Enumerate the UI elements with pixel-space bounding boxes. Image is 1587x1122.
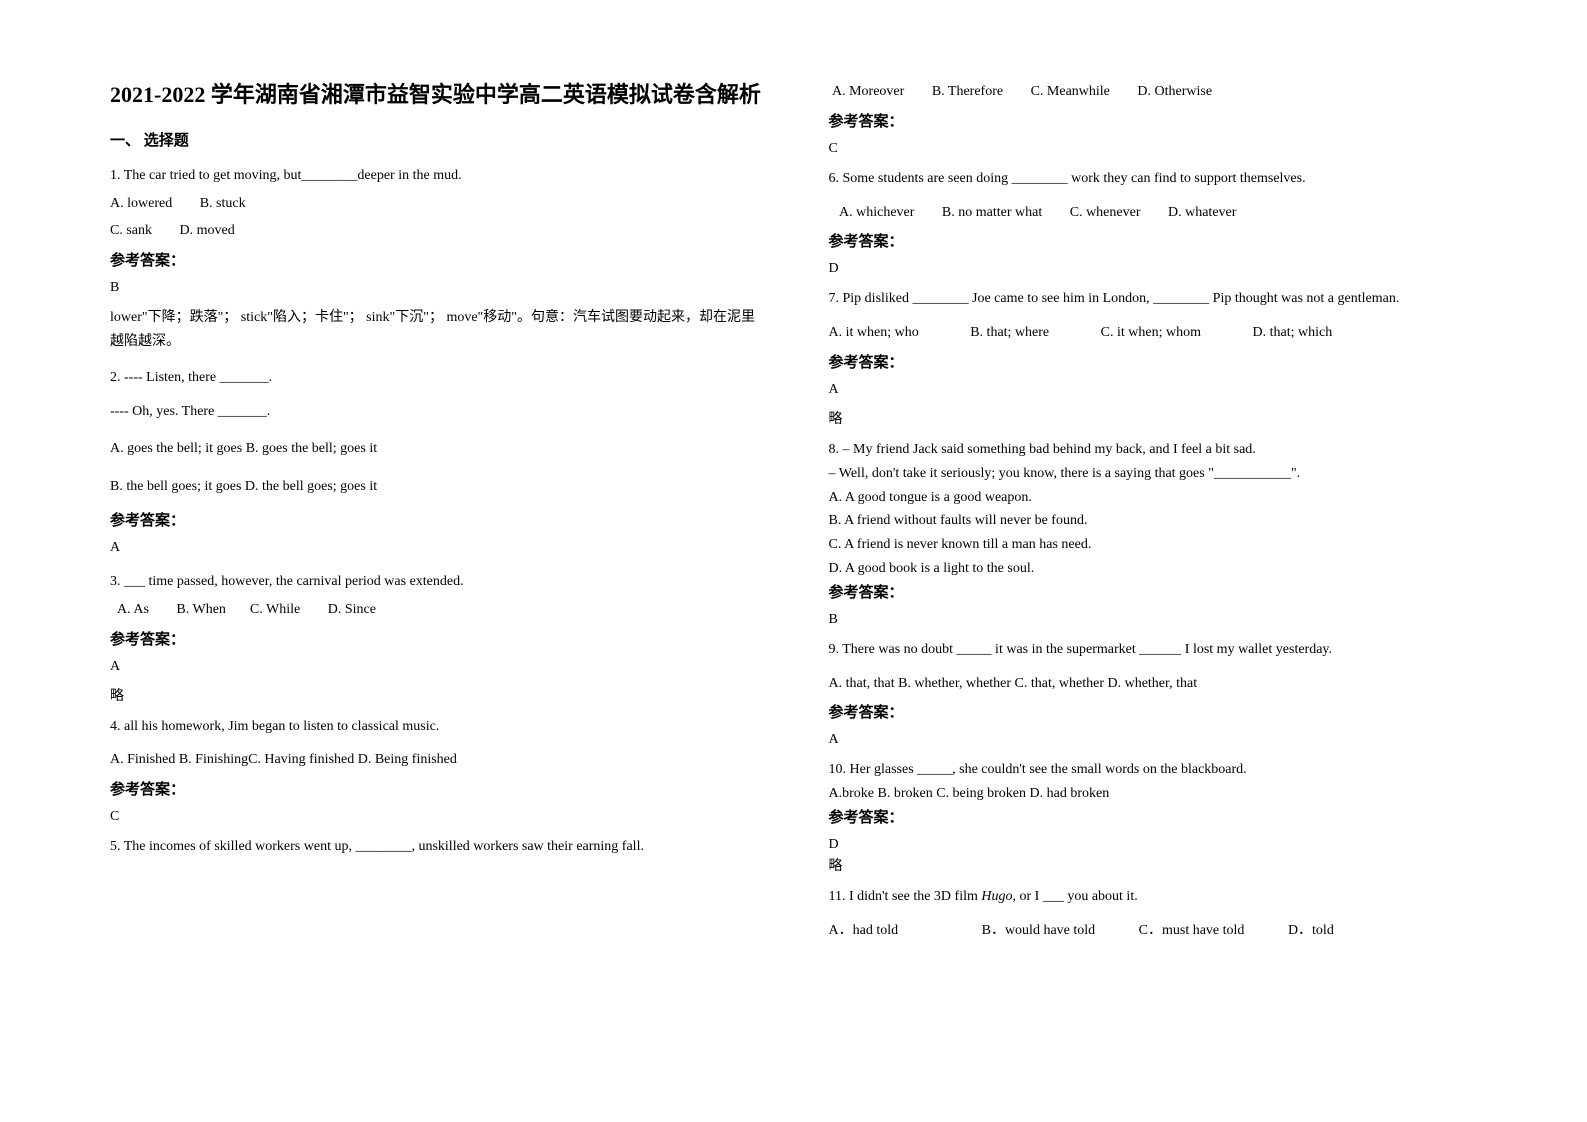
q6-stem: 6. Some students are seen doing ________… bbox=[829, 167, 1488, 191]
q3-skip: 略 bbox=[110, 685, 769, 705]
q1-opt-c: C. sank bbox=[110, 223, 152, 238]
q8-stem1: 8. – My friend Jack said something bad b… bbox=[829, 438, 1488, 462]
q3-opt-d: D. Since bbox=[328, 602, 376, 617]
q11-opt-b: B．would have told bbox=[982, 923, 1096, 938]
q3-ans: A bbox=[110, 659, 769, 675]
q4-ans-label: 参考答案： bbox=[110, 778, 769, 799]
q7-opt-d: D. that; which bbox=[1252, 325, 1332, 340]
q2-opts-a: A. goes the bell; it goes B. goes the be… bbox=[110, 437, 769, 461]
q1-opt-d: D. moved bbox=[180, 223, 235, 238]
q1-opts-row1: A. lowered B. stuck bbox=[110, 192, 769, 216]
q1-opt-a: A. lowered bbox=[110, 196, 172, 211]
q11-italic: Hugo bbox=[981, 889, 1012, 904]
q9-ans: A bbox=[829, 732, 1488, 748]
q6-opt-b: B. no matter what bbox=[942, 205, 1042, 220]
q5-stem: 5. The incomes of skilled workers went u… bbox=[110, 835, 769, 859]
q1-opts-row2: C. sank D. moved bbox=[110, 219, 769, 243]
q11-opt-c: C．must have told bbox=[1139, 923, 1245, 938]
q8-stem2: – Well, don't take it seriously; you kno… bbox=[829, 462, 1488, 486]
q7-stem: 7. Pip disliked ________ Joe came to see… bbox=[829, 287, 1488, 311]
q1-opt-b: B. stuck bbox=[200, 196, 246, 211]
q11-opt-a: A．had told bbox=[829, 923, 899, 938]
page-container: 2021-2022 学年湖南省湘潭市益智实验中学高二英语模拟试卷含解析 一、 选… bbox=[110, 80, 1487, 947]
q11-opt-d: D．told bbox=[1288, 923, 1334, 938]
q3-stem: 3. ___ time passed, however, the carniva… bbox=[110, 570, 769, 594]
q11-post: , or I ___ you about it. bbox=[1013, 889, 1138, 904]
q6-opts: A. whichever B. no matter what C. whenev… bbox=[829, 201, 1488, 225]
section-heading: 一、 选择题 bbox=[110, 129, 769, 150]
q5-opt-b: B. Therefore bbox=[932, 84, 1003, 99]
q11-pre: 11. I didn't see the 3D film bbox=[829, 889, 982, 904]
q5-opt-d: D. Otherwise bbox=[1137, 84, 1212, 99]
q3-opt-b: B. When bbox=[176, 602, 226, 617]
q6-ans-label: 参考答案： bbox=[829, 230, 1488, 251]
q10-stem: 10. Her glasses _____, she couldn't see … bbox=[829, 758, 1488, 782]
q6-opt-d: D. whatever bbox=[1168, 205, 1236, 220]
q5-opt-a: A. Moreover bbox=[832, 84, 904, 99]
q8-opt-a: A. A good tongue is a good weapon. bbox=[829, 486, 1488, 510]
right-column: A. Moreover B. Therefore C. Meanwhile D.… bbox=[829, 80, 1488, 947]
q1-ans-label: 参考答案： bbox=[110, 249, 769, 270]
q9-ans-label: 参考答案： bbox=[829, 701, 1488, 722]
q2-stem1: 2. ---- Listen, there _______. bbox=[110, 366, 769, 390]
q6-ans: D bbox=[829, 261, 1488, 277]
q8-ans-label: 参考答案： bbox=[829, 581, 1488, 602]
q9-stem: 9. There was no doubt _____ it was in th… bbox=[829, 638, 1488, 662]
q7-opt-a: A. it when; who bbox=[829, 325, 919, 340]
q2-opts-b: B. the bell goes; it goes D. the bell go… bbox=[110, 475, 769, 499]
q5-opt-c: C. Meanwhile bbox=[1031, 84, 1110, 99]
q7-opt-b: B. that; where bbox=[970, 325, 1049, 340]
q2-ans: A bbox=[110, 540, 769, 556]
q1-stem: 1. The car tried to get moving, but_____… bbox=[110, 164, 769, 188]
q7-ans: A bbox=[829, 382, 1488, 398]
q5-ans-label: 参考答案： bbox=[829, 110, 1488, 131]
q11-opts: A．had told B．would have told C．must have… bbox=[829, 919, 1488, 943]
q7-ans-label: 参考答案： bbox=[829, 351, 1488, 372]
q10-ans: D bbox=[829, 837, 1488, 853]
q4-opts: A. Finished B. FinishingC. Having finish… bbox=[110, 748, 769, 772]
left-column: 2021-2022 学年湖南省湘潭市益智实验中学高二英语模拟试卷含解析 一、 选… bbox=[110, 80, 769, 947]
q7-opt-c: C. it when; whom bbox=[1101, 325, 1201, 340]
exam-title: 2021-2022 学年湖南省湘潭市益智实验中学高二英语模拟试卷含解析 bbox=[110, 80, 769, 111]
q8-opt-b: B. A friend without faults will never be… bbox=[829, 509, 1488, 533]
q4-ans: C bbox=[110, 809, 769, 825]
q3-opts: A. As B. When C. While D. Since bbox=[110, 598, 769, 622]
q8-opt-d: D. A good book is a light to the soul. bbox=[829, 557, 1488, 581]
q3-ans-label: 参考答案： bbox=[110, 628, 769, 649]
q10-skip: 略 bbox=[829, 855, 1488, 875]
q1-explain: lower"下降；跌落"； stick"陷入；卡住"； sink"下沉"； mo… bbox=[110, 306, 769, 354]
q10-ans-label: 参考答案： bbox=[829, 806, 1488, 827]
q7-skip: 略 bbox=[829, 408, 1488, 428]
q2-stem2: ---- Oh, yes. There _______. bbox=[110, 400, 769, 424]
q10-opts: A.broke B. broken C. being broken D. had… bbox=[829, 782, 1488, 806]
q3-opt-a: A. As bbox=[117, 602, 149, 617]
q5-opts: A. Moreover B. Therefore C. Meanwhile D.… bbox=[829, 80, 1488, 104]
q7-opts: A. it when; who B. that; where C. it whe… bbox=[829, 321, 1488, 345]
q9-opts: A. that, that B. whether, whether C. tha… bbox=[829, 672, 1488, 696]
q6-opt-a: A. whichever bbox=[839, 205, 914, 220]
q2-ans-label: 参考答案： bbox=[110, 509, 769, 530]
q6-opt-c: C. whenever bbox=[1070, 205, 1141, 220]
q1-ans: B bbox=[110, 280, 769, 296]
q11-stem: 11. I didn't see the 3D film Hugo, or I … bbox=[829, 885, 1488, 909]
q8-opt-c: C. A friend is never known till a man ha… bbox=[829, 533, 1488, 557]
q4-stem: 4. all his homework, Jim began to listen… bbox=[110, 715, 769, 739]
q3-opt-c: C. While bbox=[250, 602, 300, 617]
q8-ans: B bbox=[829, 612, 1488, 628]
q5-ans: C bbox=[829, 141, 1488, 157]
